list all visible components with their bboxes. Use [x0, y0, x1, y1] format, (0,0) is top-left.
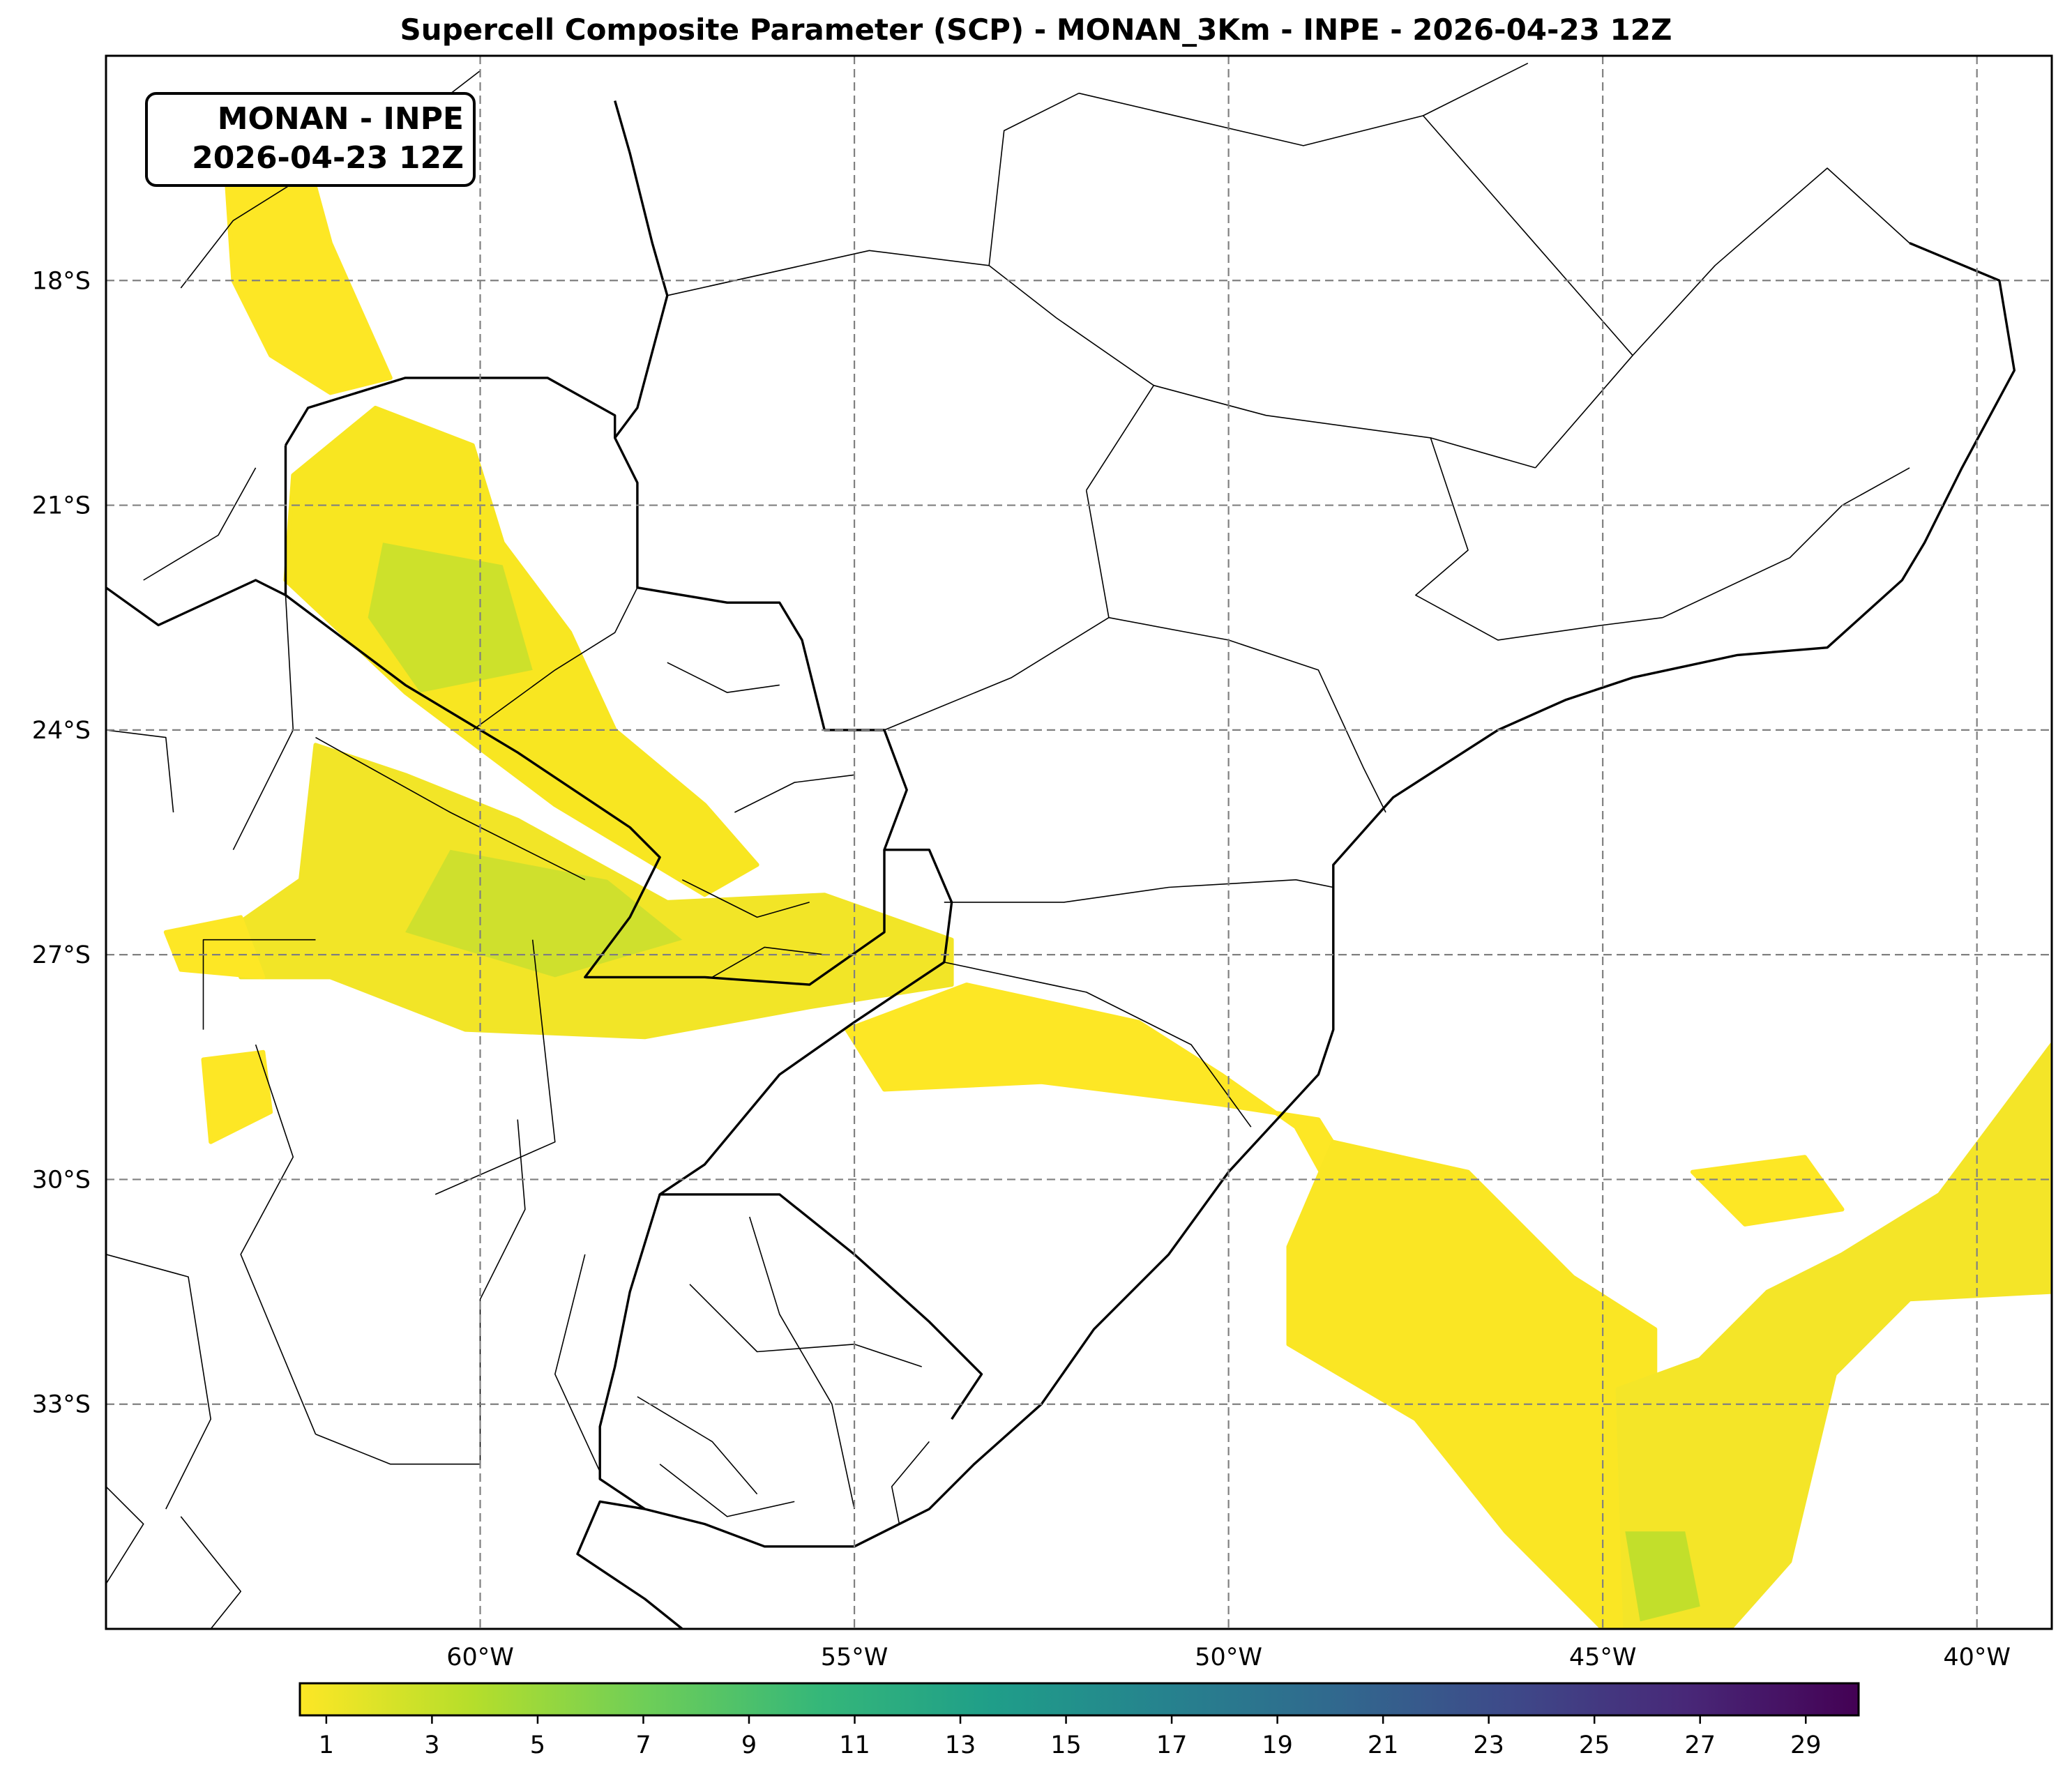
lat-tick-label: 27°S	[32, 941, 91, 969]
state-line-9	[1534, 167, 1910, 469]
scp-region-chaco-north	[223, 158, 393, 395]
lat-tick-label: 24°S	[32, 717, 91, 745]
state-line-34	[106, 729, 174, 813]
scp-region-atlantic-east-cells	[1690, 1155, 1845, 1227]
state-line-22	[180, 1516, 242, 1629]
map-title: Supercell Composite Parameter (SCP) - MO…	[400, 13, 1672, 47]
state-line-15	[315, 736, 586, 881]
state-line-32	[667, 662, 780, 693]
scp-hotspot-chaco-core	[405, 849, 683, 978]
lat-tick-label: 30°S	[32, 1166, 91, 1194]
info-box-model: MONAN - INPE	[218, 101, 464, 137]
scp-hotspot-paraguay-core	[368, 543, 533, 693]
colorbar-tick-label: 25	[1579, 1731, 1610, 1759]
scp-region-argentina-chaco-south	[201, 1049, 273, 1144]
scp-hotspot-ocean-core	[1625, 1531, 1700, 1622]
state-line-33	[180, 182, 294, 289]
colorbar-ticks: 1 3 5 7 9 11 13 15 17 19 21 23 25 27 29	[319, 1715, 1822, 1759]
state-line-26	[637, 1396, 758, 1495]
boundary-uruguay-argentina	[598, 1194, 661, 1510]
colorbar-gradient	[298, 1682, 1860, 1717]
state-line-6	[944, 962, 1252, 1128]
boundary-bolivia-paraguay	[285, 377, 617, 446]
state-line-30	[681, 879, 810, 918]
lon-tick-label: 50°W	[1195, 1644, 1262, 1671]
state-line-21	[554, 1254, 600, 1472]
state-line-29	[734, 774, 855, 813]
axis-ticks: 60°W 55°W 50°W 45°W 40°W 18°S 21°S 24°S 27°S 30°S…	[32, 267, 2011, 1671]
scp-region-argentina-chaco-west	[163, 915, 266, 980]
colorbar-tick-label: 27	[1684, 1731, 1716, 1759]
colorbar: 1 3 5 7 9 11 13 15 17 19 21 23 25 27 29	[298, 1682, 1860, 1759]
state-line-3	[884, 490, 1110, 731]
state-line-17	[434, 939, 556, 1195]
boundary-coast-brazil	[576, 242, 2016, 1629]
state-line-1	[988, 92, 1080, 266]
boundary-bolivia-argentina	[106, 445, 287, 627]
state-line-11	[1078, 62, 1529, 146]
scp-region-atlantic-southwest-band	[1286, 1139, 1680, 1629]
state-line-24	[749, 1216, 855, 1510]
info-box-date: 2026-04-23 12Z	[192, 140, 464, 176]
colorbar-tick-label: 15	[1050, 1731, 1082, 1759]
lat-tick-label: 18°S	[32, 267, 91, 295]
colorbar-tick-label: 5	[530, 1731, 545, 1759]
map-frame	[105, 54, 2053, 1630]
colorbar-tick-label: 9	[741, 1731, 757, 1759]
info-box: MONAN - INPE 2026-04-23 12Z	[145, 92, 476, 187]
lat-tick-label: 21°S	[32, 492, 91, 520]
colorbar-tick-label: 21	[1368, 1731, 1399, 1759]
state-line-31	[711, 946, 825, 978]
colorbar-tick-label: 29	[1790, 1731, 1822, 1759]
colorbar-tick-label: 23	[1473, 1731, 1504, 1759]
state-line-4	[1108, 616, 1386, 813]
colorbar-tick-label: 3	[424, 1731, 439, 1759]
lon-tick-label: 45°W	[1569, 1644, 1637, 1671]
state-line-0	[667, 250, 1155, 491]
state-line-8	[1662, 467, 1910, 619]
state-line-27	[659, 1464, 795, 1517]
lon-tick-label: 40°W	[1943, 1644, 2011, 1671]
colorbar-tick-label: 11	[839, 1731, 870, 1759]
colorbar-tick-label: 19	[1262, 1731, 1293, 1759]
state-line-10	[1422, 115, 1633, 356]
lon-tick-label: 60°W	[446, 1644, 514, 1671]
state-line-28	[891, 1441, 930, 1524]
state-line-35	[106, 1254, 212, 1510]
state-line-13	[143, 467, 257, 581]
colorbar-tick-label: 13	[945, 1731, 976, 1759]
scp-field	[163, 158, 2052, 1629]
state-line-14	[232, 595, 294, 851]
state-line-25	[689, 1284, 922, 1367]
state-line-5	[944, 879, 1333, 903]
state-line-19	[240, 1044, 317, 1435]
colorbar-tick-label: 17	[1156, 1731, 1188, 1759]
state-line-2	[1154, 384, 1536, 469]
colorbar-tick-label: 1	[319, 1731, 334, 1759]
state-line-16	[472, 587, 638, 731]
state-line-18	[202, 939, 316, 1030]
lon-tick-label: 55°W	[821, 1644, 888, 1671]
state-line-23	[315, 1433, 481, 1465]
scp-region-atlantic-offshore-core	[1615, 1042, 2052, 1629]
colorbar-tick-label: 7	[635, 1731, 651, 1759]
gridlines	[106, 56, 2052, 1629]
boundary-brazil-border	[614, 100, 983, 1420]
lat-tick-label: 33°S	[32, 1391, 91, 1419]
state-line-36	[106, 1486, 144, 1584]
state-line-7	[1415, 437, 1663, 641]
